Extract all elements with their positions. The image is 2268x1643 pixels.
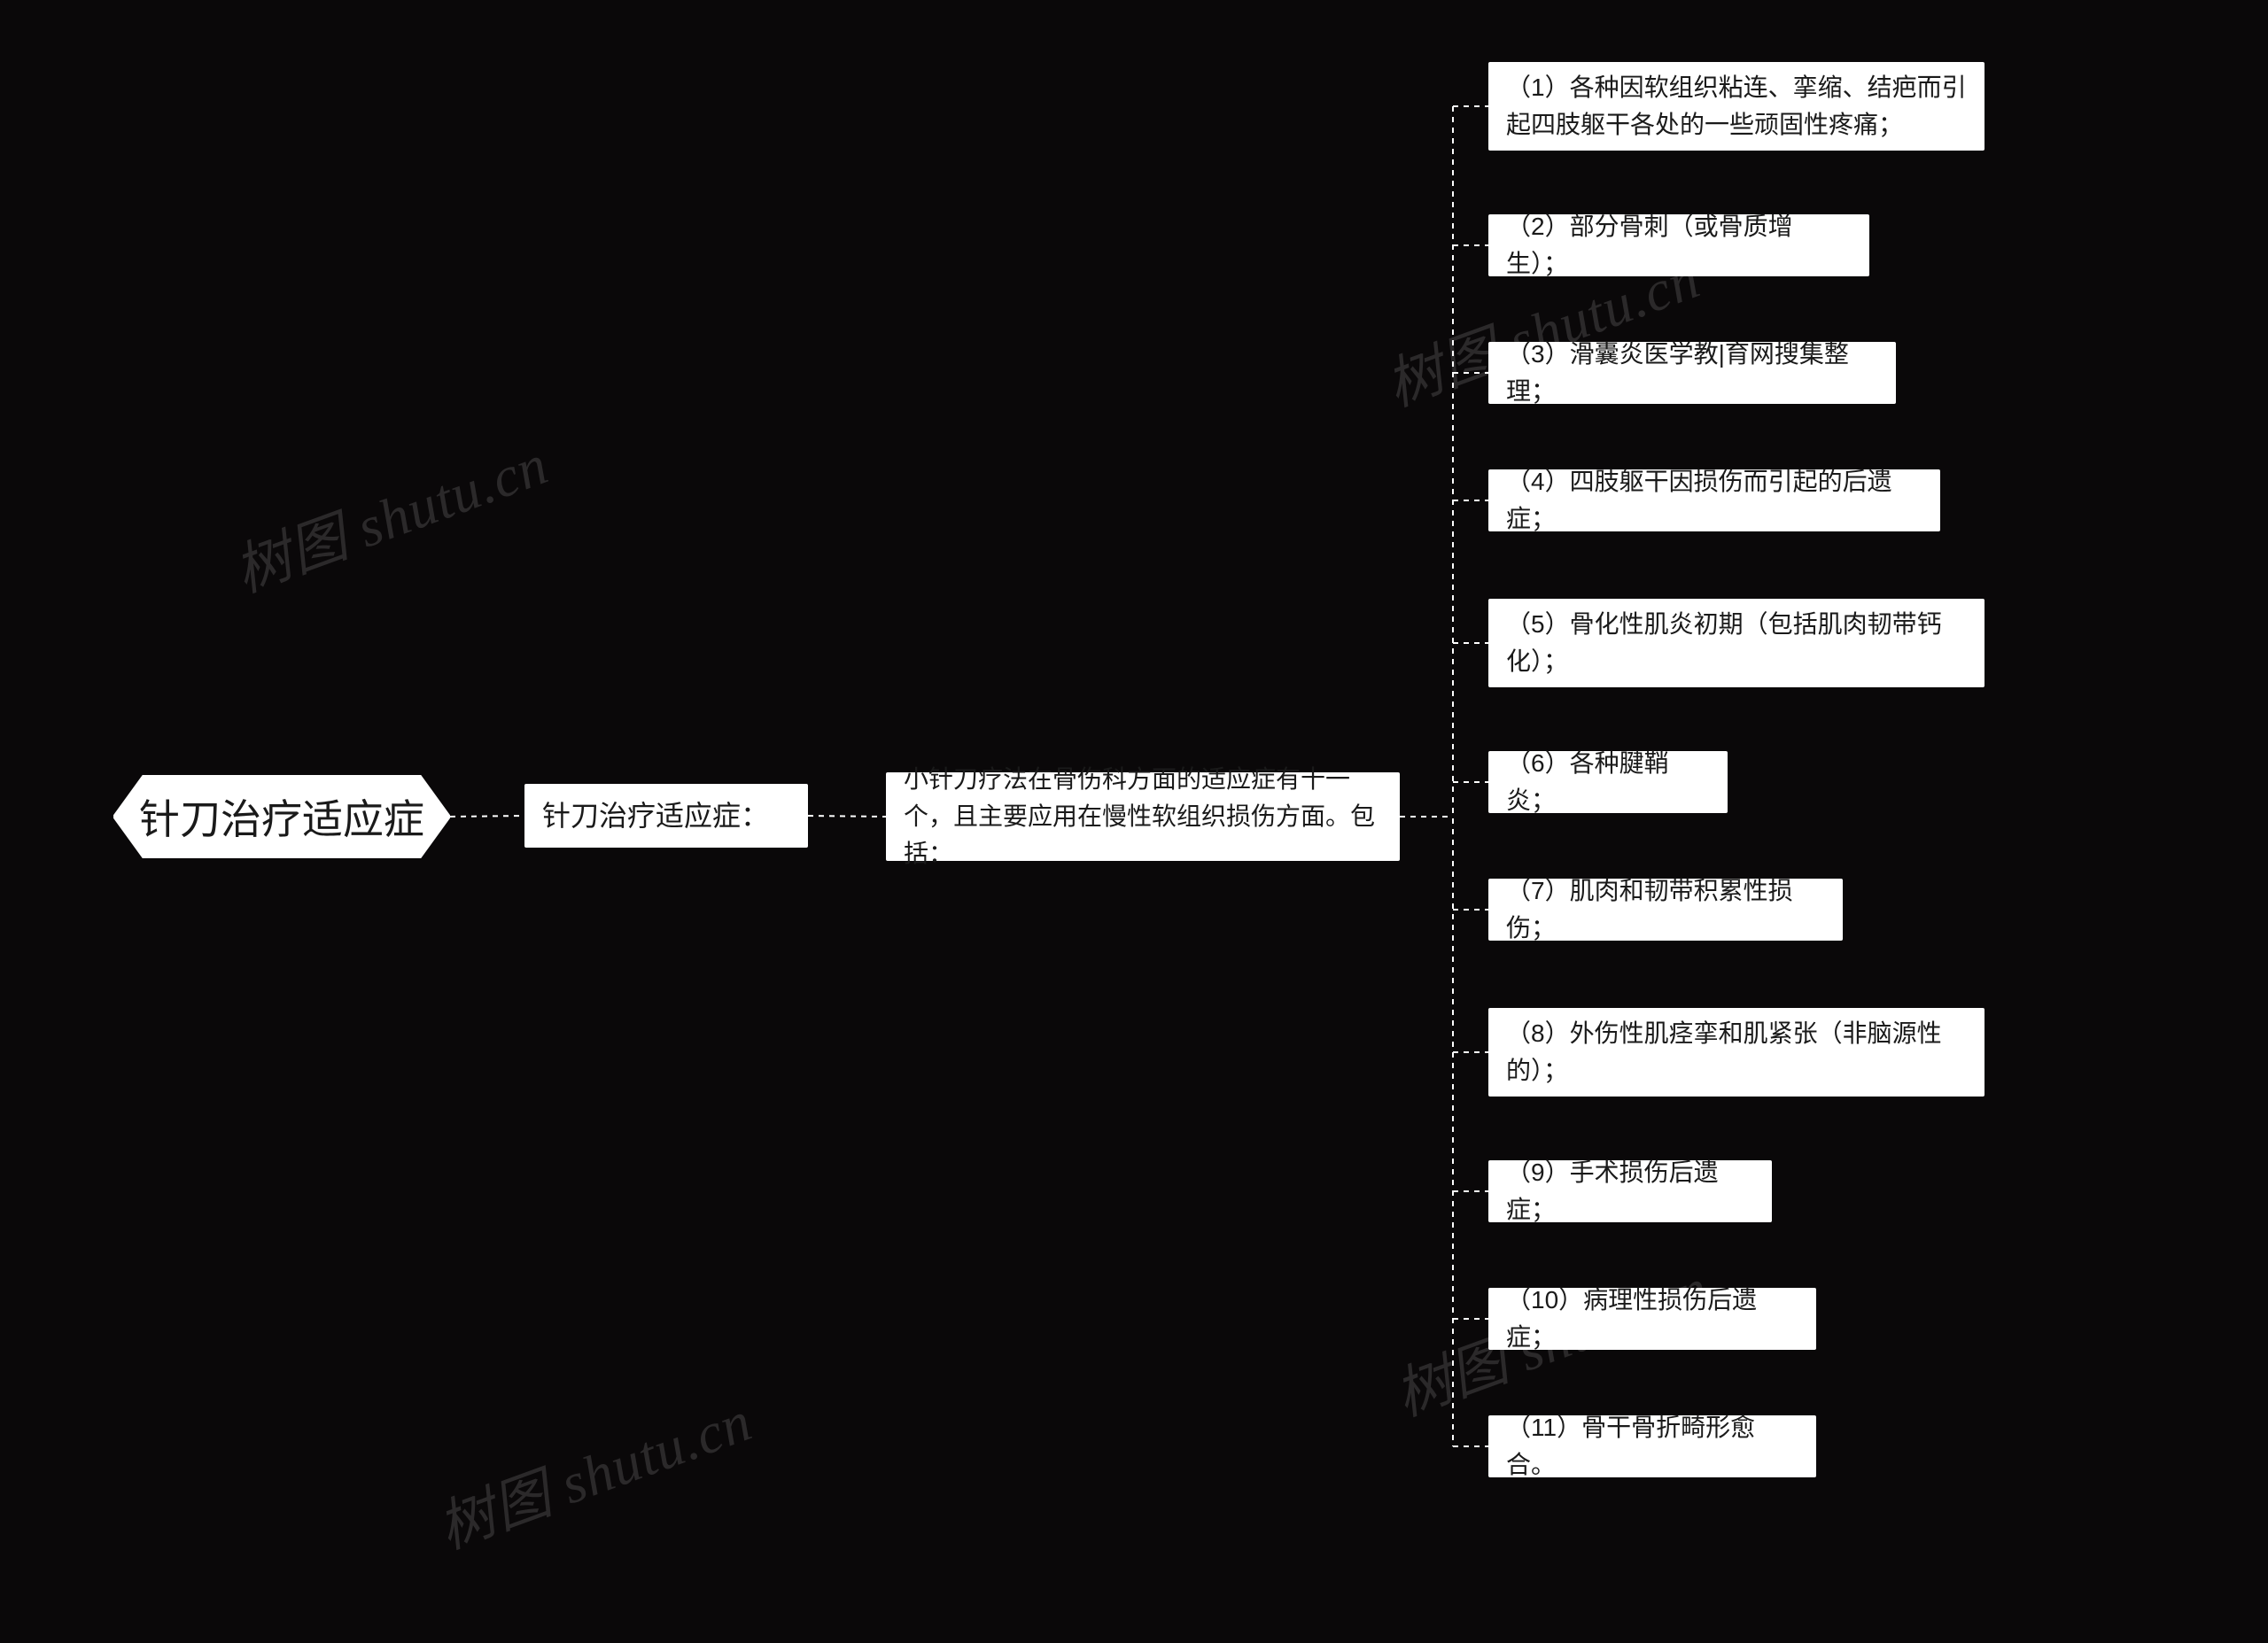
leaf-node[interactable]: （11）骨干骨折畸形愈合。 bbox=[1488, 1415, 1816, 1477]
leaf-node[interactable]: （4）四肢躯干因损伤而引起的后遗症； bbox=[1488, 469, 1940, 531]
leaf-node[interactable]: （7）肌肉和韧带积累性损伤； bbox=[1488, 879, 1843, 941]
leaf-node[interactable]: （5）骨化性肌炎初期（包括肌肉韧带钙化）； bbox=[1488, 599, 1984, 687]
level1-node[interactable]: 针刀治疗适应症： bbox=[524, 784, 808, 848]
watermark: 树图 shutu.cn bbox=[221, 419, 557, 608]
leaf-node[interactable]: （2）部分骨刺（或骨质增生）； bbox=[1488, 214, 1869, 276]
watermark: 树图 shutu.cn bbox=[425, 1376, 761, 1564]
root-node-label: 针刀治疗适应症 bbox=[113, 775, 450, 858]
leaf-node[interactable]: （10）病理性损伤后遗症； bbox=[1488, 1288, 1816, 1350]
leaf-node[interactable]: （6）各种腱鞘炎； bbox=[1488, 751, 1728, 813]
root-node[interactable]: 针刀治疗适应症 bbox=[113, 775, 450, 858]
leaf-node[interactable]: （9）手术损伤后遗症； bbox=[1488, 1160, 1772, 1222]
level2-node[interactable]: 小针刀疗法在骨伤科方面的适应症有十一个，且主要应用在慢性软组织损伤方面。包括： bbox=[886, 772, 1400, 861]
leaf-node[interactable]: （3）滑囊炎医学教|育网搜集整理； bbox=[1488, 342, 1896, 404]
mindmap-canvas: 树图 shutu.cn 树图 shutu.cn 树图 shutu.cn 树图 s… bbox=[0, 0, 2268, 1643]
leaf-node[interactable]: （1）各种因软组织粘连、挛缩、结疤而引起四肢躯干各处的一些顽固性疼痛； bbox=[1488, 62, 1984, 151]
leaf-node[interactable]: （8）外伤性肌痉挛和肌紧张（非脑源性的）； bbox=[1488, 1008, 1984, 1097]
